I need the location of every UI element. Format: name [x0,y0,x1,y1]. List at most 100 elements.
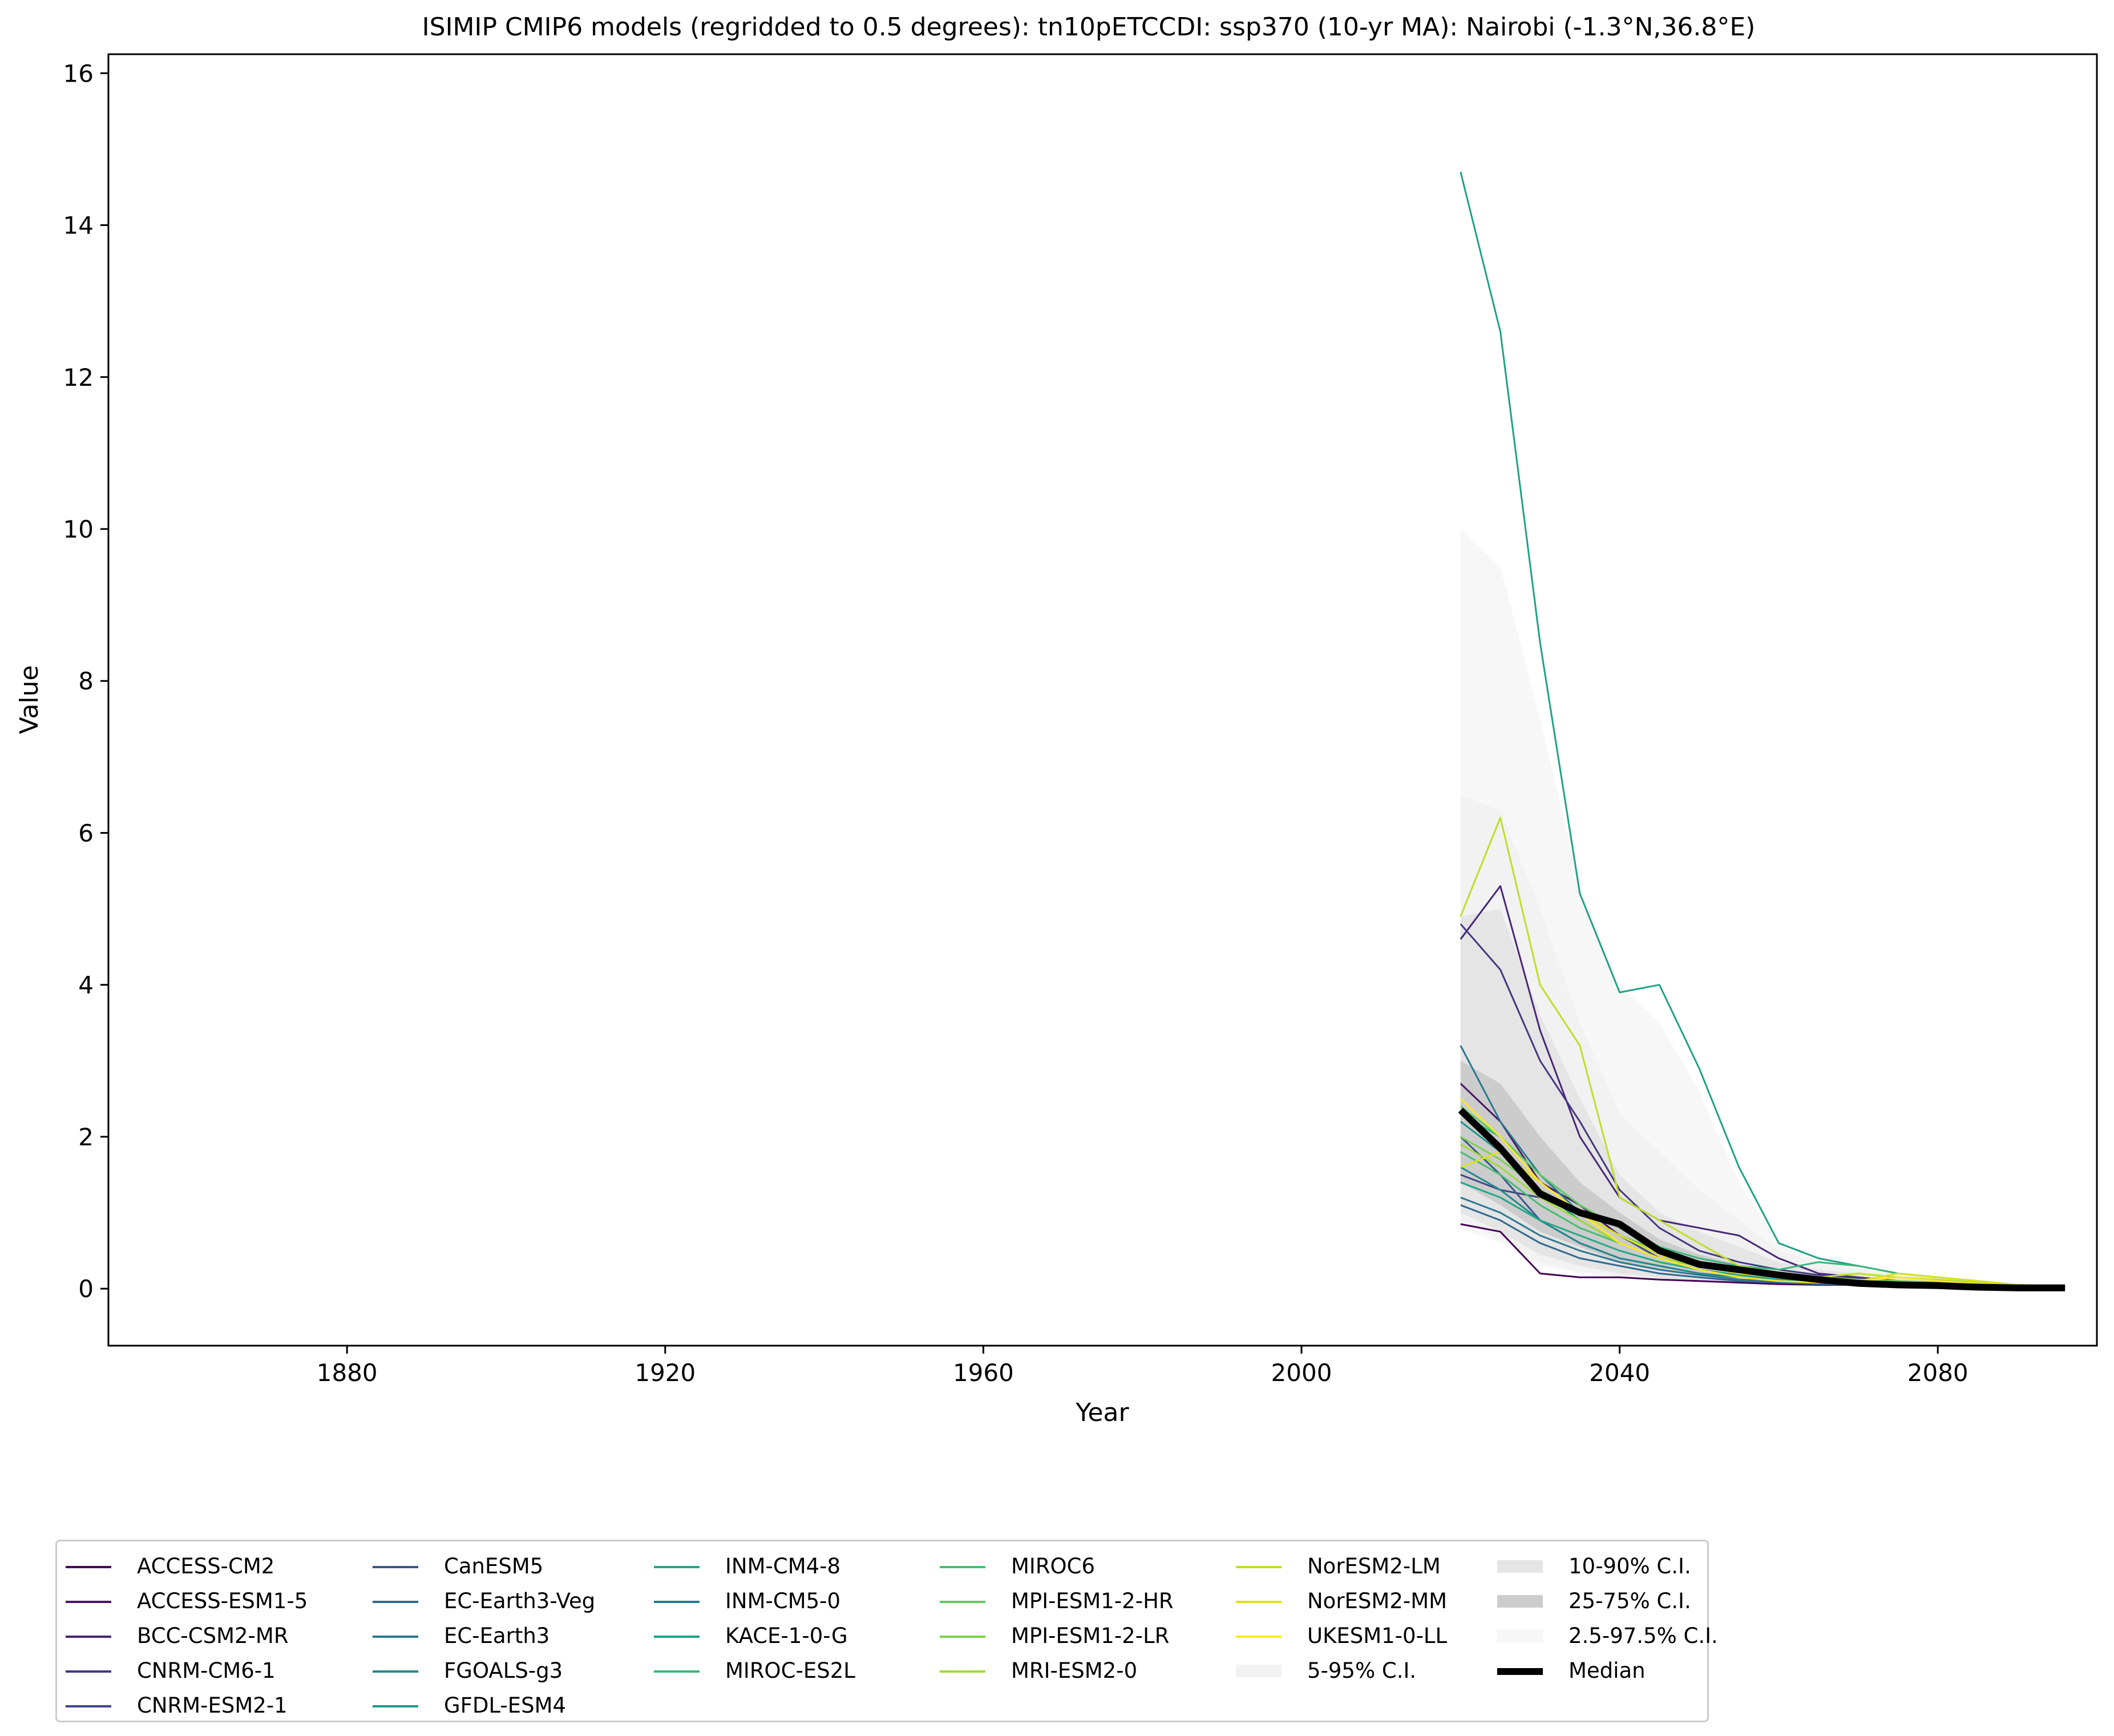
legend-label: MIROC6 [1011,1554,1096,1578]
legend-label: ACCESS-ESM1-5 [137,1589,308,1613]
legend-label: 25-75% C.I. [1569,1589,1691,1613]
legend-item: Median [1497,1655,1748,1690]
median-line [1458,1107,2066,1291]
legend-label: INM-CM5-0 [725,1589,841,1613]
legend-line-swatch [66,1670,111,1673]
chart-title: ISIMIP CMIP6 models (regridded to 0.5 de… [422,13,1756,42]
legend-label: UKESM1-0-LL [1307,1624,1448,1648]
legend-label: FGOALS-g3 [444,1658,563,1683]
legend-line-swatch [373,1636,418,1638]
legend-line-swatch [940,1636,985,1638]
legend-line-swatch [1236,1601,1282,1603]
plot-frame [107,53,2098,1347]
legend-item: MRI-ESM2-0 [940,1655,1191,1690]
legend-column: CanESM5 EC-Earth3-Veg EC-Earth3 FGOALS-g3 GF… [373,1551,624,1725]
legend-label: NorESM2-MM [1307,1589,1448,1613]
legend-line-swatch [66,1601,111,1603]
y-tick-label: 14 [63,212,94,240]
y-axis-ticks: 0 2 4 6 8 10 12 14 16 [63,59,108,1303]
legend-item: KACE-1-0-G [654,1620,905,1655]
legend-line-swatch [373,1705,418,1707]
confidence-bands [1460,529,2066,1289]
legend-line-swatch [1497,1668,1543,1675]
legend-line-swatch [654,1601,700,1603]
legend-item: FGOALS-g3 [373,1655,624,1690]
legend-line-swatch [373,1670,418,1673]
legend-item: EC-Earth3-Veg [373,1585,624,1620]
legend-label: MPI-ESM1-2-LR [1011,1624,1170,1648]
legend-item: NorESM2-MM [1236,1585,1487,1620]
legend-label: EC-Earth3-Veg [444,1589,596,1613]
legend-item: ACCESS-ESM1-5 [66,1585,317,1620]
legend-item: GFDL-ESM4 [373,1690,624,1725]
legend-label: 10-90% C.I. [1569,1554,1691,1578]
legend-label: INM-CM4-8 [725,1554,841,1578]
x-tick-label: 1920 [634,1359,696,1387]
legend-column: NorESM2-LM NorESM2-MM UKESM1-0-LL 5-95% C.I… [1236,1551,1487,1690]
series-line-20 [1460,1098,2066,1288]
legend-item: BCC-CSM2-MR [66,1620,317,1655]
chart-legend: ACCESS-CM2 ACCESS-ESM1-5 BCC-CSM2-MR CNRM-C… [55,1540,1718,1725]
legend-patch-swatch [1236,1665,1282,1677]
legend-patch-swatch [1497,1630,1543,1642]
legend-item: MIROC-ES2L [654,1655,905,1690]
legend-item: EC-Earth3 [373,1620,624,1655]
legend-line-swatch [1236,1636,1282,1638]
legend-column: INM-CM4-8 INM-CM5-0 KACE-1-0-G MIROC-ES2L [654,1551,905,1690]
legend-label: 2.5-97.5% C.I. [1569,1624,1718,1648]
legend-item: CNRM-ESM2-1 [66,1690,317,1725]
legend-label: CNRM-ESM2-1 [137,1693,288,1718]
legend-label: MIROC-ES2L [725,1658,855,1683]
y-tick-label: 6 [78,819,94,847]
legend-patch-swatch [1497,1560,1543,1573]
legend-label: ACCESS-CM2 [137,1554,275,1578]
legend-item: 25-75% C.I. [1497,1585,1748,1620]
legend-column: 10-90% C.I. 25-75% C.I. 2.5-97.5% C.I. Medi… [1497,1551,1748,1690]
x-tick-label: 2000 [1271,1359,1332,1387]
y-tick-label: 12 [63,364,94,391]
legend-item: 5-95% C.I. [1236,1655,1487,1690]
legend-line-swatch [940,1670,985,1673]
legend-label: GFDL-ESM4 [444,1693,567,1718]
legend-item: CanESM5 [373,1551,624,1585]
legend-line-swatch [940,1566,985,1568]
legend-item: MPI-ESM1-2-LR [940,1620,1191,1655]
y-tick-label: 0 [78,1275,94,1303]
x-axis-ticks: 1880 1920 1960 2000 2040 2080 [317,1346,1969,1387]
legend-label: Median [1569,1658,1646,1683]
legend-line-swatch [654,1636,700,1638]
legend-item: CNRM-CM6-1 [66,1655,317,1690]
y-axis-label: Value [15,665,44,734]
legend-label: CNRM-CM6-1 [137,1658,276,1683]
legend-column: MIROC6 MPI-ESM1-2-HR MPI-ESM1-2-LR MRI-ESM2… [940,1551,1191,1690]
legend-label: 5-95% C.I. [1307,1658,1417,1683]
legend-line-swatch [373,1566,418,1568]
legend-label: BCC-CSM2-MR [137,1624,289,1648]
x-tick-label: 1880 [317,1359,378,1387]
x-tick-label: 2040 [1589,1359,1650,1387]
legend-line-swatch [654,1566,700,1568]
legend-item: NorESM2-LM [1236,1551,1487,1585]
legend-line-swatch [940,1601,985,1603]
legend-item: MIROC6 [940,1551,1191,1585]
y-tick-label: 10 [63,515,94,543]
legend-label: CanESM5 [444,1554,544,1578]
legend-line-swatch [66,1636,111,1638]
legend-label: EC-Earth3 [444,1624,550,1648]
y-tick-label: 2 [78,1123,94,1151]
legend-line-swatch [66,1566,111,1568]
legend-item: INM-CM4-8 [654,1551,905,1585]
legend-line-swatch [654,1670,700,1673]
ci-band-2 [1460,909,2066,1289]
legend-line-swatch [66,1705,111,1707]
legend-label: KACE-1-0-G [725,1624,848,1648]
legend-column: ACCESS-CM2 ACCESS-ESM1-5 BCC-CSM2-MR CNRM-C… [66,1551,317,1725]
x-tick-label: 2080 [1907,1359,1969,1387]
legend-label: MPI-ESM1-2-HR [1011,1589,1174,1613]
y-tick-label: 16 [63,59,94,87]
legend-patch-swatch [1497,1595,1543,1608]
x-axis-label: Year [1075,1398,1129,1427]
legend-item: 10-90% C.I. [1497,1551,1748,1585]
legend-item: 2.5-97.5% C.I. [1497,1620,1748,1655]
